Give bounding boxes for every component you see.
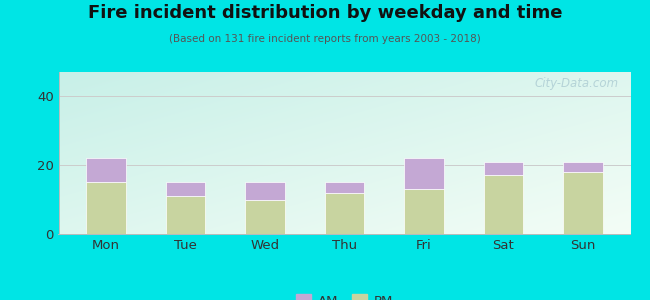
Text: (Based on 131 fire incident reports from years 2003 - 2018): (Based on 131 fire incident reports from… [169,34,481,44]
Bar [563,162,603,172]
Bar [245,200,285,234]
Bar [484,176,523,234]
Bar [324,193,365,234]
Bar [166,182,205,196]
Bar [245,182,285,200]
Bar [404,189,444,234]
Bar [86,158,126,182]
Bar [86,182,126,234]
Bar [324,182,365,193]
Bar [563,172,603,234]
Legend: AM, PM: AM, PM [292,290,397,300]
Bar [404,158,444,189]
Text: Fire incident distribution by weekday and time: Fire incident distribution by weekday an… [88,4,562,22]
Text: City-Data.com: City-Data.com [535,77,619,90]
Bar [166,196,205,234]
Bar [484,162,523,176]
